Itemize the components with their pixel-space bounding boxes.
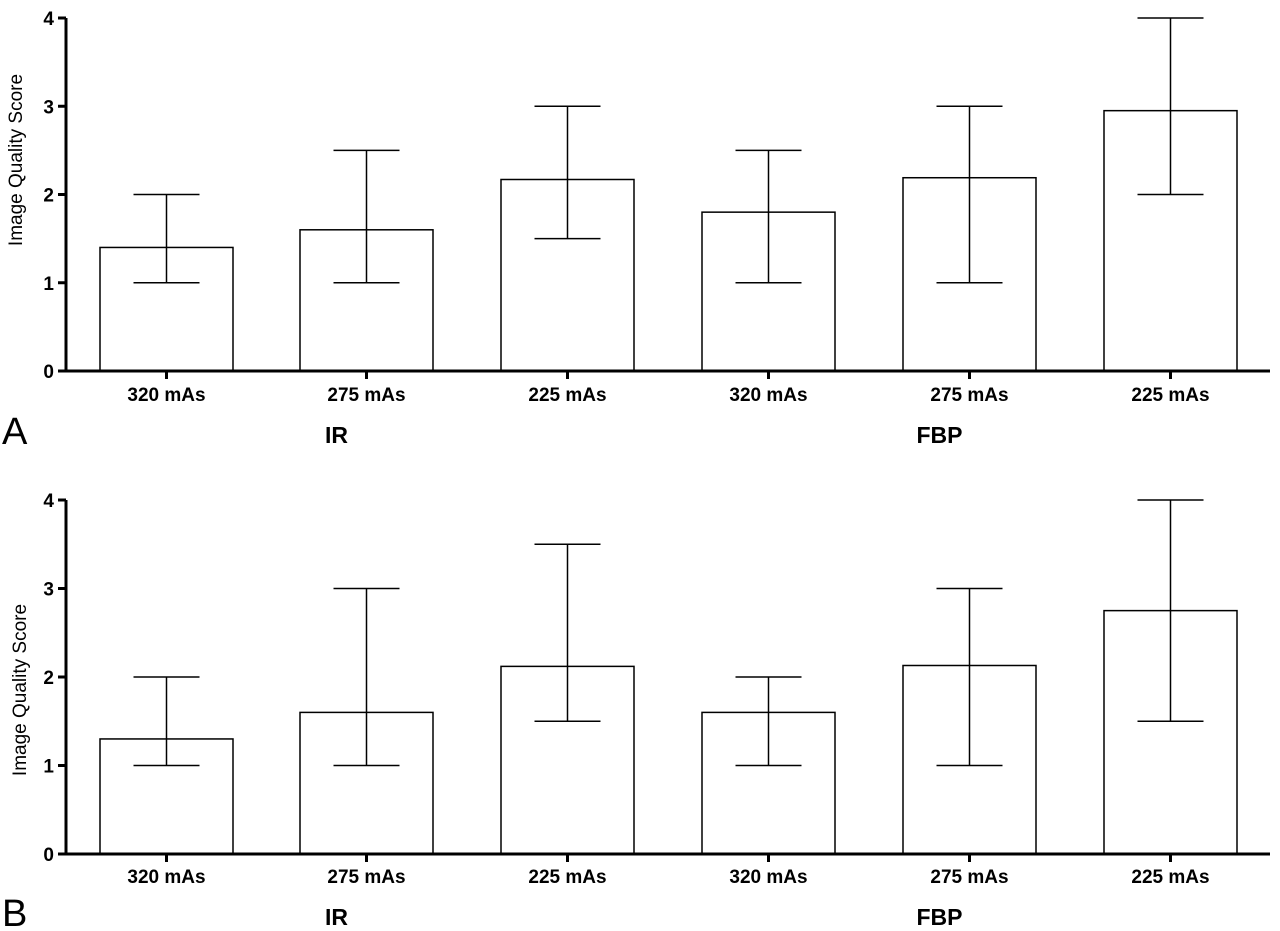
y-tick-label: 4: [43, 9, 54, 30]
group-label: IR: [325, 904, 348, 930]
y-axis-label: Image Quality Score: [6, 74, 27, 246]
x-tick-label: 320 mAs: [729, 867, 807, 888]
x-tick-label: 225 mAs: [1131, 867, 1209, 888]
y-axis-label: Image Quality Score: [10, 604, 31, 776]
y-tick-label: 1: [43, 757, 54, 778]
x-tick-label: 275 mAs: [327, 867, 405, 888]
x-tick-label: 275 mAs: [930, 385, 1008, 406]
y-tick-label: 1: [43, 274, 54, 295]
y-tick-label: 4: [43, 491, 54, 512]
y-tick-label: 3: [43, 580, 54, 601]
x-tick-label: 225 mAs: [528, 867, 606, 888]
y-tick-label: 3: [43, 97, 54, 118]
chart-panel-a: Image Quality Score A 0 1 2 3 4 320 mAs 275 mA…: [2, 9, 1270, 453]
panel-label: A: [2, 411, 28, 453]
group-label: FBP: [917, 904, 963, 930]
group-label: FBP: [917, 422, 963, 448]
x-tick-label: 225 mAs: [1131, 385, 1209, 406]
x-tick-label: 320 mAs: [729, 385, 807, 406]
y-tick-label: 2: [43, 186, 54, 207]
group-label: IR: [325, 422, 348, 448]
y-tick-label: 0: [43, 845, 54, 866]
x-tick-label: 320 mAs: [127, 867, 205, 888]
x-tick-label: 275 mAs: [930, 867, 1008, 888]
chart-panel-b: Image Quality Score B 0 1 2 3 4 320 mAs 275 mA…: [2, 491, 1270, 931]
y-tick-label: 0: [43, 362, 54, 383]
y-tick-label: 2: [43, 668, 54, 689]
panel-label: B: [2, 893, 27, 931]
x-tick-label: 320 mAs: [127, 385, 205, 406]
x-tick-label: 225 mAs: [528, 385, 606, 406]
x-tick-label: 275 mAs: [327, 385, 405, 406]
